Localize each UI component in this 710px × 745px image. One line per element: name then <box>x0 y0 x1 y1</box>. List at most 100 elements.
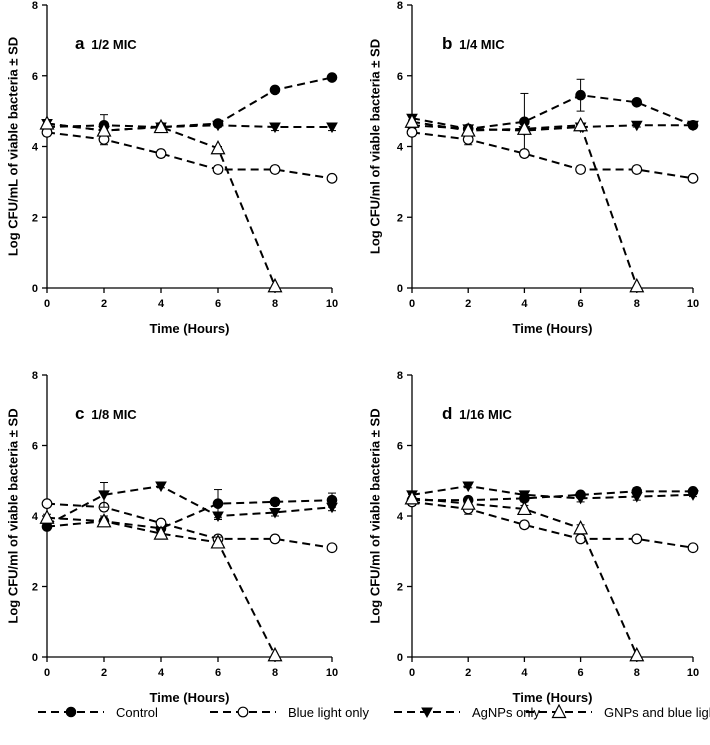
data-point <box>153 118 169 134</box>
data-point <box>630 120 643 132</box>
y-tick-label: 0 <box>397 283 403 295</box>
legend-item: GNPs and blue light <box>526 703 710 720</box>
series-line <box>46 484 333 526</box>
data-point <box>212 120 224 132</box>
x-tick-label: 4 <box>158 298 165 310</box>
series-line <box>46 516 276 656</box>
panel-letter: d <box>442 404 457 423</box>
series-gnps-and-blue-light <box>404 113 645 293</box>
x-axis-title: Time (Hours) <box>513 321 593 336</box>
chart-panel-b: 0 2 4 6 8 0 2 4 6 8 10 Time (Hours) Log CFU/ml of vi… <box>367 0 699 336</box>
series-gnps-and-blue-light <box>404 490 645 662</box>
x-axis-title: Time (Hours) <box>150 690 230 705</box>
legend-marker <box>551 703 567 719</box>
x-axis-title: Time (Hours) <box>150 321 230 336</box>
data-point <box>575 533 586 545</box>
data-point <box>404 490 420 505</box>
x-tick-label: 0 <box>409 667 415 679</box>
y-tick-label: 8 <box>397 0 403 12</box>
data-point <box>687 120 699 132</box>
data-point <box>573 116 589 132</box>
data-point <box>406 126 418 138</box>
data-point <box>575 89 586 101</box>
data-point <box>687 490 699 501</box>
data-point <box>518 490 531 501</box>
data-point <box>212 498 224 509</box>
data-point <box>575 164 586 175</box>
chart-panel-c: 0 2 4 6 8 0 2 4 6 8 10 Time (Hours) Log CFU/ml of vi… <box>5 370 338 705</box>
data-point <box>573 520 589 535</box>
panel-label: c 1/8 MIC <box>75 404 137 423</box>
data-point <box>687 542 699 554</box>
x-axis-title: Time (Hours) <box>513 690 593 705</box>
y-tick-label: 2 <box>397 582 403 594</box>
x-tick-label: 6 <box>215 298 221 310</box>
data-point <box>155 481 167 493</box>
y-tick-label: 8 <box>32 370 38 382</box>
x-tick-label: 0 <box>44 667 50 679</box>
series-control <box>406 78 699 151</box>
y-axis-title: Log CFU/mL of viable bacteria ± SD <box>5 37 20 256</box>
x-tick-label: 8 <box>634 298 640 310</box>
data-point <box>631 533 643 545</box>
y-axis-title: Log CFU/ml of viable bacteria ± SD <box>367 408 382 623</box>
legend-label: Blue light only <box>288 705 369 720</box>
data-point <box>460 122 476 137</box>
x-tick-label: 8 <box>272 667 278 679</box>
legend-label: Control <box>116 705 158 720</box>
x-tick-label: 2 <box>465 298 471 310</box>
series-blue-light-only <box>406 496 699 554</box>
data-point <box>269 496 281 508</box>
x-tick-label: 8 <box>634 667 640 679</box>
y-tick-label: 4 <box>32 511 39 523</box>
legend-marker <box>237 706 249 718</box>
series-line <box>411 117 693 132</box>
x-tick-label: 6 <box>578 298 584 310</box>
data-point <box>96 512 112 528</box>
data-point <box>631 96 643 108</box>
y-tick-label: 2 <box>397 212 403 224</box>
y-tick-label: 0 <box>397 652 403 664</box>
y-tick-label: 8 <box>32 0 38 12</box>
x-tick-label: 2 <box>101 298 107 310</box>
data-point <box>404 113 420 128</box>
data-point <box>210 139 226 155</box>
series-agnps-only <box>406 481 699 505</box>
data-point <box>516 120 532 135</box>
series-blue-light-only <box>406 126 699 184</box>
series-agnps-only <box>406 113 699 137</box>
series-line <box>46 131 333 180</box>
data-point <box>39 509 55 524</box>
legend-label: GNPs and blue light <box>604 705 710 720</box>
data-point <box>630 492 643 503</box>
series-blue-light-only <box>41 498 338 554</box>
legend-item: AgNPs only <box>394 705 540 720</box>
y-tick-label: 0 <box>32 283 38 295</box>
data-point <box>326 72 338 83</box>
y-tick-label: 4 <box>397 511 404 523</box>
y-axis-title: Log CFU/ml of viable bacteria ± SD <box>5 408 20 623</box>
data-point <box>269 164 281 175</box>
series-agnps-only <box>41 481 338 531</box>
legend: Control Blue light only AgNPs only GNPs and… <box>38 703 710 720</box>
data-point <box>326 542 338 554</box>
x-tick-label: 10 <box>687 298 699 310</box>
data-point <box>39 115 55 130</box>
legend-marker <box>65 706 77 718</box>
x-tick-label: 6 <box>215 667 221 679</box>
y-tick-label: 2 <box>32 582 38 594</box>
y-tick-label: 8 <box>397 370 403 382</box>
data-point <box>629 646 645 662</box>
series-line <box>411 500 694 549</box>
x-tick-label: 8 <box>272 298 278 310</box>
data-point <box>326 122 338 134</box>
y-tick-label: 6 <box>397 71 403 83</box>
legend-item: Blue light only <box>210 705 369 720</box>
data-point <box>519 148 530 159</box>
data-point <box>267 646 283 662</box>
series-line <box>46 122 276 287</box>
legend-marker <box>421 707 433 719</box>
data-point <box>269 122 281 134</box>
panel-letter: b <box>442 34 457 53</box>
